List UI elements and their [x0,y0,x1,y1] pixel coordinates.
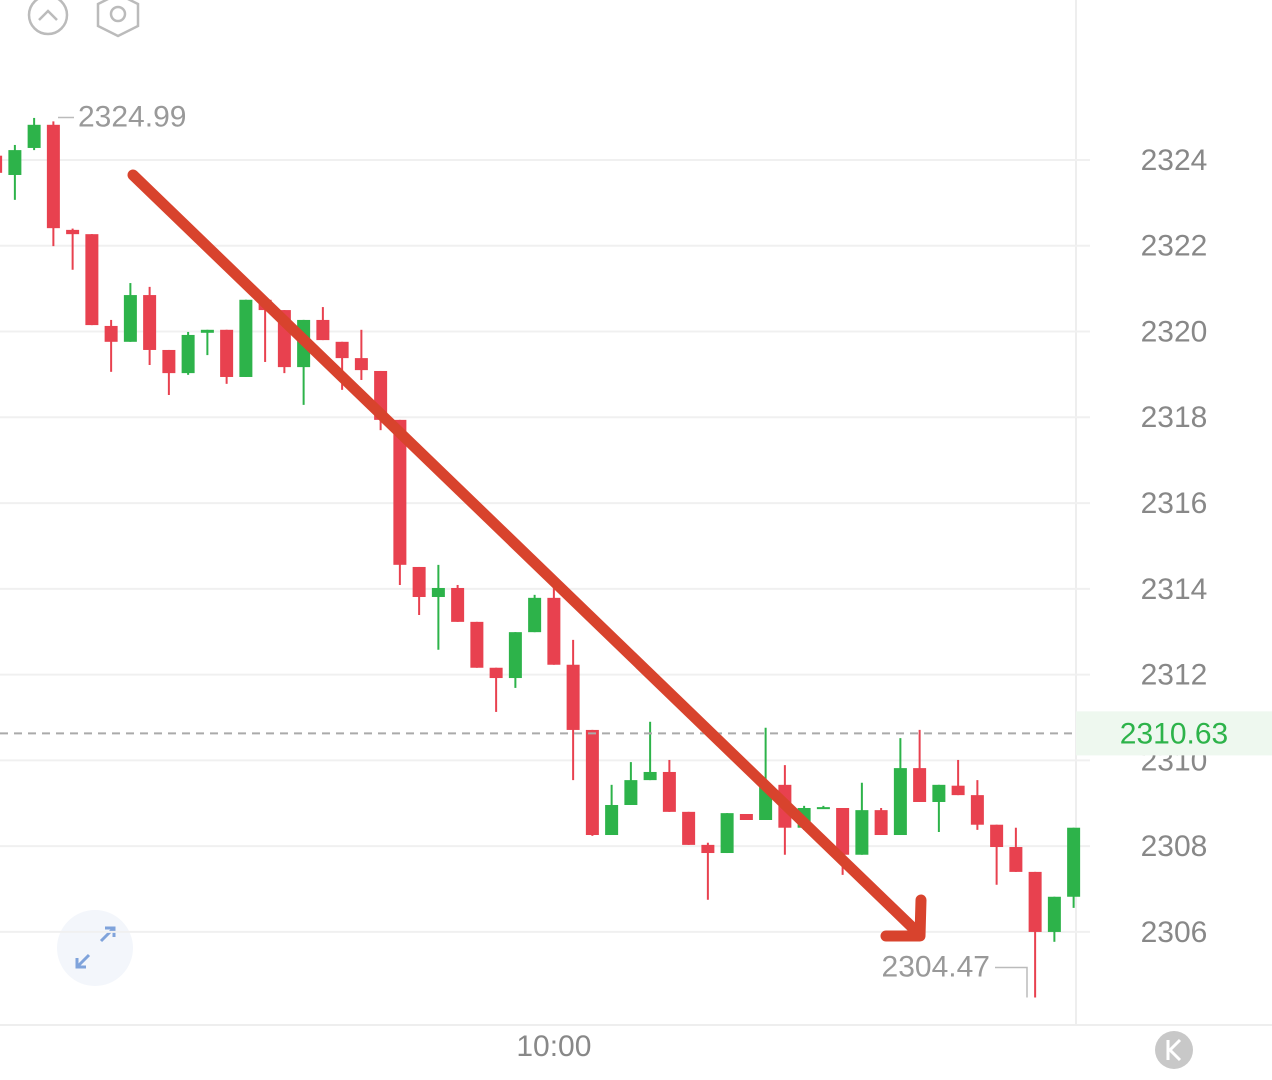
y-tick-label: 2322 [1141,230,1208,263]
candle-body [335,341,349,359]
candle-body [682,811,696,845]
candle-body [836,807,850,855]
candle-body [1047,896,1061,932]
candle-body [0,155,3,173]
candle-body [528,597,542,633]
candle-body [547,597,561,665]
candle-body [605,804,619,836]
candle-body [1028,871,1042,932]
y-tick-label: 2320 [1141,315,1208,348]
candle-body [412,566,426,597]
y-tick-label: 2312 [1141,659,1208,692]
candle-body [181,334,195,374]
candle-body [816,807,830,810]
candle-body [1009,847,1023,872]
candle-body [990,824,1004,848]
collapse-button[interactable] [27,0,69,36]
candle-body [27,124,41,148]
candle-body [104,325,118,342]
candle-body [66,229,80,235]
x-tick-label: 10:00 [516,1030,591,1063]
candle-body [643,771,657,781]
candle-body [220,329,234,377]
y-tick-label: 2314 [1141,573,1208,606]
candle-body [566,664,580,730]
last-price-badge [1076,711,1272,756]
candle-body [932,784,946,802]
y-tick-label: 2324 [1141,144,1208,177]
trend-arrowhead [880,894,927,942]
candle-body [874,810,888,836]
low-leader [995,966,1028,998]
candle-body [739,813,753,820]
candle-body [720,813,734,854]
candle-body [451,587,465,622]
expand-button[interactable] [57,910,133,986]
candle-body [393,419,407,565]
candle-body [951,785,965,796]
candle-body [123,295,137,342]
y-tick-label: 2306 [1141,916,1208,949]
candle-body [470,621,484,668]
candle-body [913,768,927,802]
candle-body [239,299,253,377]
last-price-label: 2310.63 [1120,717,1228,750]
candle-body [662,771,676,812]
candle-body [85,234,99,326]
candle-body [855,810,869,855]
y-tick-label: 2318 [1141,401,1208,434]
candle-body [489,667,503,679]
k-button[interactable] [1155,1031,1193,1069]
candle-body [162,349,176,374]
candle-body [624,780,638,805]
high-label: 2324.99 [78,100,186,133]
candle-body [893,768,907,836]
y-tick-label: 2308 [1141,830,1208,863]
candle-body [701,844,715,854]
candle-body [316,319,330,341]
trend-arrow [127,169,921,936]
low-label: 2304.47 [882,950,990,983]
candle-body [200,329,214,333]
candle-body [354,358,368,371]
candle-body [1067,827,1081,897]
candle-body [508,632,522,679]
y-tick-label: 2316 [1141,487,1208,520]
candle-body [585,729,599,836]
settings-button[interactable] [96,0,140,38]
candle-body [431,587,445,597]
candle-body [8,150,22,175]
candle-body [970,795,984,825]
candle-body [143,295,157,350]
candle-body [46,124,60,229]
